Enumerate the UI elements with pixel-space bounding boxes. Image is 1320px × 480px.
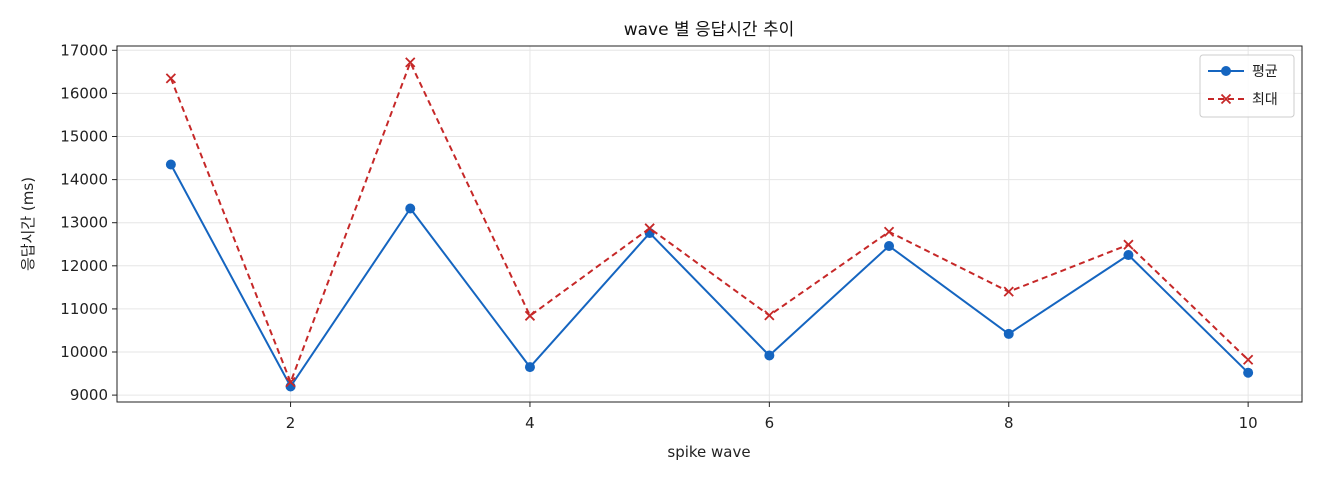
series-layer	[165, 57, 1254, 392]
legend-box	[1199, 54, 1295, 118]
grid	[117, 46, 1302, 402]
data-point-max	[524, 310, 536, 321]
y-axis-label: 응답시간 (ms)	[19, 177, 37, 271]
data-point-max	[883, 226, 895, 237]
x-tick-label: 6	[765, 414, 775, 432]
data-point-mean	[1243, 367, 1254, 378]
chart-title: wave 별 응답시간 추이	[624, 20, 795, 40]
data-point-mean	[165, 159, 176, 170]
series-line-max	[169, 61, 1249, 384]
data-point-mean	[524, 362, 535, 373]
data-point-max	[285, 377, 296, 388]
axis-ticks: 2 4 6 8 10 9000 10000 11000 12000 13000 14000 15000…	[60, 41, 1257, 432]
legend-label-max: 최대	[1252, 92, 1278, 108]
plot-area	[116, 45, 1303, 403]
data-point-max	[165, 73, 177, 84]
data-point-max	[1243, 354, 1254, 365]
data-point-max	[764, 310, 775, 321]
x-tick-label: 10	[1239, 414, 1258, 432]
y-tick-label: 10000	[60, 343, 108, 361]
y-tick-label: 14000	[60, 171, 108, 189]
data-point-max	[644, 223, 655, 234]
legend-marker-mean	[1221, 66, 1231, 76]
x-tick-label: 4	[525, 414, 535, 432]
y-tick-label: 13000	[60, 214, 108, 232]
x-axis-label: spike wave	[667, 443, 750, 461]
data-point-mean	[884, 240, 895, 251]
y-tick-label: 15000	[60, 128, 108, 146]
data-point-mean	[405, 203, 416, 214]
legend-label-mean: 평균	[1252, 64, 1278, 80]
legend-marker-max	[1220, 93, 1232, 105]
y-tick-label: 16000	[60, 84, 108, 102]
series-line-mean	[170, 164, 1249, 388]
data-point-max	[1003, 286, 1014, 297]
x-tick-label: 2	[286, 414, 296, 432]
y-tick-label: 17000	[60, 41, 108, 59]
y-tick-label: 11000	[60, 300, 108, 318]
x-tick-label: 8	[1004, 414, 1014, 432]
data-point-max	[1123, 239, 1134, 250]
data-point-mean	[1123, 250, 1134, 261]
data-point-mean	[764, 350, 775, 361]
y-tick-label: 9000	[70, 386, 108, 404]
y-tick-label: 12000	[60, 257, 108, 275]
data-point-max	[405, 57, 416, 68]
data-point-mean	[1003, 328, 1014, 339]
